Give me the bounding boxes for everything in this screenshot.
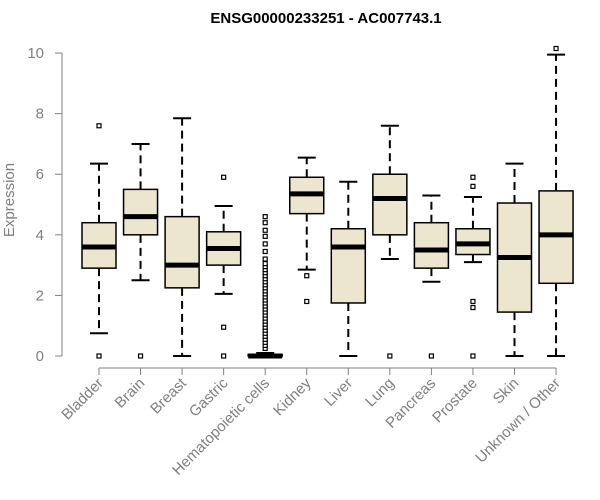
box-group — [122, 142, 159, 359]
x-tick-label: Skin — [490, 375, 523, 408]
box — [413, 221, 450, 269]
outlier-point — [221, 174, 227, 180]
outlier-point — [304, 273, 310, 279]
y-tick-label: 10 — [27, 45, 44, 62]
box-group — [164, 117, 200, 357]
x-tick-label: Lung — [362, 375, 398, 411]
outlier-point — [470, 183, 476, 189]
outlier-point — [262, 227, 268, 233]
box-series — [81, 45, 574, 359]
outlier-point — [428, 353, 434, 359]
outlier-point — [470, 174, 476, 180]
outlier-point — [387, 353, 393, 359]
outlier-point — [221, 353, 227, 359]
x-tick-label: Bladder — [58, 375, 107, 424]
x-tick-label: Kidney — [270, 374, 315, 419]
box-group — [413, 194, 450, 359]
outlier-point — [470, 353, 476, 359]
box-group — [496, 162, 533, 357]
x-tick-label: Liver — [321, 375, 356, 410]
box — [164, 215, 200, 289]
box-group — [81, 123, 117, 359]
box-group — [330, 180, 367, 357]
x-tick-label: Prostate — [429, 375, 481, 427]
y-tick-label: 0 — [36, 348, 44, 365]
outlier-point — [553, 45, 559, 52]
chart-title: ENSG00000233251 - AC007743.1 — [210, 10, 441, 27]
y-axis-title: Expression — [1, 163, 18, 237]
outlier-point — [221, 324, 227, 330]
box-group — [289, 156, 325, 305]
box-group — [538, 45, 574, 357]
outlier-point — [96, 353, 102, 359]
box — [330, 228, 367, 304]
outlier-point — [304, 298, 310, 305]
box-group — [247, 214, 283, 359]
x-tick-label: Brain — [112, 375, 149, 412]
x-tick-label: Breast — [147, 374, 190, 417]
box — [122, 188, 159, 236]
outlier-point — [262, 220, 268, 226]
outlier-point — [262, 214, 268, 220]
y-tick-label: 6 — [36, 166, 44, 183]
outlier-point — [262, 261, 268, 267]
outlier-point — [262, 233, 268, 239]
outlier-point — [96, 123, 102, 129]
outlier-point — [470, 298, 476, 305]
y-axis: 0 2 4 6 8 10 — [27, 45, 63, 365]
box-group — [205, 174, 242, 359]
outlier-point — [262, 248, 268, 255]
box-group — [372, 124, 408, 359]
outlier-point — [470, 304, 476, 311]
box-group — [455, 174, 491, 359]
outlier-point — [262, 256, 268, 262]
outlier-point — [262, 241, 268, 247]
box — [372, 173, 408, 236]
y-tick-label: 2 — [36, 287, 44, 304]
outlier-point — [137, 353, 144, 359]
y-tick-label: 4 — [36, 227, 44, 244]
y-tick-label: 8 — [36, 106, 44, 123]
